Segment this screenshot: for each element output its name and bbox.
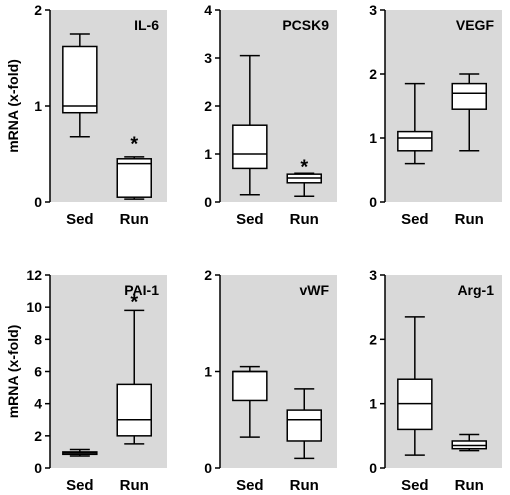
category-label-sed: Sed — [401, 211, 429, 228]
y-tick-label: 2 — [34, 428, 42, 444]
y-tick-label: 0 — [34, 460, 42, 476]
y-tick-label: 1 — [369, 396, 377, 412]
y-axis-title: mRNA (x-fold) — [5, 325, 21, 419]
y-tick-label: 3 — [369, 267, 377, 283]
y-tick-label: 1 — [204, 146, 212, 162]
panel-0: 0 1 2 Sed Run * IL-6 mRNA (x-fold) — [5, 2, 167, 228]
category-label-run: Run — [120, 211, 149, 228]
y-tick-label: 10 — [26, 299, 42, 315]
panel-5: 0 1 2 3 Sed Run Arg-1 — [369, 267, 502, 494]
box-iqr — [62, 45, 98, 114]
y-tick-label: 8 — [34, 331, 42, 347]
category-label-run: Run — [290, 477, 319, 494]
panel-1: 0 1 2 3 4 Sed Run * PCSK9 — [204, 2, 337, 228]
y-tick-label: 2 — [369, 331, 377, 347]
category-label-sed: Sed — [236, 211, 264, 228]
panel-title: VEGF — [456, 17, 495, 33]
category-label-run: Run — [290, 211, 319, 228]
significance-asterisk: * — [130, 292, 138, 314]
y-tick-label: 1 — [369, 130, 377, 146]
box-run — [116, 156, 152, 200]
y-tick-label: 2 — [34, 2, 42, 18]
y-tick-label: 3 — [204, 50, 212, 66]
category-label-sed: Sed — [66, 477, 94, 494]
y-axis-title: mRNA (x-fold) — [5, 59, 21, 153]
panel-title: PAI-1 — [124, 282, 159, 298]
panel-2: 0 1 2 3 Sed Run VEGF — [369, 2, 502, 228]
category-label-sed: Sed — [66, 211, 94, 228]
box-run — [286, 388, 322, 460]
category-label-sed: Sed — [236, 477, 264, 494]
box-sed — [62, 448, 98, 457]
category-label-run: Run — [120, 477, 149, 494]
y-tick-label: 2 — [369, 66, 377, 82]
category-label-sed: Sed — [401, 477, 429, 494]
plot-background — [50, 275, 167, 468]
y-tick-label: 0 — [204, 194, 212, 210]
y-tick-label: 1 — [204, 364, 212, 380]
y-tick-label: 0 — [369, 194, 377, 210]
box-iqr — [232, 370, 268, 402]
box-sed — [62, 33, 98, 138]
box-iqr — [286, 409, 322, 442]
box-sed — [397, 316, 433, 456]
panel-title: Arg-1 — [457, 282, 494, 298]
box-sed — [397, 82, 433, 165]
box-sed — [232, 54, 268, 196]
panel-title: vWF — [299, 282, 329, 298]
panel-4: 0 1 2 Sed Run vWF — [204, 267, 337, 494]
category-label-run: Run — [455, 477, 484, 494]
box-iqr — [116, 158, 152, 198]
box-iqr — [451, 82, 487, 110]
y-tick-label: 0 — [34, 194, 42, 210]
y-tick-label: 1 — [34, 98, 42, 114]
box-iqr — [116, 383, 152, 437]
box-run — [451, 433, 487, 452]
significance-asterisk: * — [300, 157, 308, 179]
box-run — [116, 309, 152, 445]
box-run — [286, 172, 322, 197]
y-tick-label: 4 — [204, 2, 212, 18]
panel-title: IL-6 — [134, 17, 159, 33]
y-tick-label: 0 — [369, 460, 377, 476]
box-iqr — [397, 130, 433, 152]
y-tick-label: 0 — [204, 460, 212, 476]
significance-asterisk: * — [130, 133, 138, 155]
y-tick-label: 12 — [26, 267, 42, 283]
y-tick-label: 4 — [34, 396, 42, 412]
panel-3: 0 2 4 6 8 10 12 Sed Run *PAI-1 mRNA (x-fold) — [5, 267, 167, 494]
box-run — [451, 73, 487, 152]
y-tick-label: 2 — [204, 98, 212, 114]
box-iqr — [232, 124, 268, 170]
panel-title: PCSK9 — [282, 17, 329, 33]
y-tick-label: 2 — [204, 267, 212, 283]
y-tick-label: 3 — [369, 2, 377, 18]
box-sed — [232, 365, 268, 438]
plot-background — [220, 10, 337, 202]
y-tick-label: 6 — [34, 364, 42, 380]
category-label-run: Run — [455, 211, 484, 228]
plot-background — [385, 275, 502, 468]
